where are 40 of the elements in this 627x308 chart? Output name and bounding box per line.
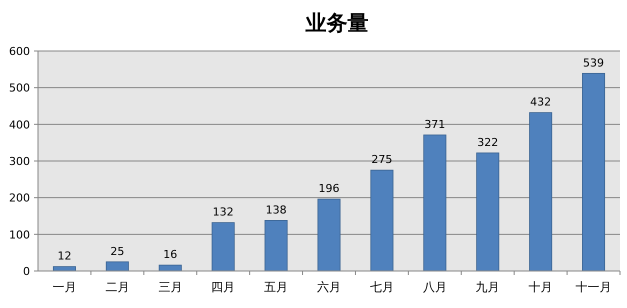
x-tick-label: 五月 [264, 280, 288, 294]
data-label: 432 [530, 96, 552, 109]
bar [529, 112, 552, 272]
data-label: 12 [57, 250, 72, 263]
x-tick-label: 十月 [528, 280, 553, 294]
bar [317, 198, 341, 272]
x-tick-label: 十一月 [576, 280, 612, 294]
bar [212, 222, 235, 272]
data-label: 275 [371, 153, 392, 166]
data-label: 132 [212, 206, 234, 219]
data-label: 196 [318, 182, 340, 196]
bar [582, 72, 606, 272]
data-label: 371 [424, 118, 446, 131]
x-tick-label: 四月 [211, 280, 236, 294]
data-label: 138 [266, 203, 287, 216]
x-tick-label: 九月 [476, 280, 500, 294]
y-tick-label: 400 [9, 118, 30, 132]
bar [158, 264, 182, 272]
y-tick-label: 200 [9, 192, 30, 205]
x-tick-label: 一月 [52, 280, 76, 294]
data-label: 25 [110, 244, 124, 258]
data-label: 16 [163, 248, 178, 262]
x-tick-label: 六月 [317, 280, 341, 294]
chart-title: 业务量 [304, 11, 368, 35]
bar [370, 170, 394, 272]
data-label: 539 [583, 56, 604, 70]
bar [264, 220, 288, 272]
bar [106, 261, 129, 272]
x-tick-label: 二月 [105, 280, 130, 294]
y-tick-label: 500 [9, 82, 30, 95]
x-tick-label: 三月 [158, 280, 182, 294]
data-label: 322 [477, 136, 498, 149]
x-tick-label: 八月 [422, 280, 447, 294]
y-tick-label: 100 [9, 228, 30, 242]
bar [423, 134, 446, 272]
y-tick-label: 300 [9, 155, 30, 168]
y-tick-label: 0 [23, 265, 30, 278]
y-tick-label: 600 [9, 45, 30, 58]
x-tick-label: 七月 [370, 280, 394, 294]
bar [476, 152, 500, 272]
